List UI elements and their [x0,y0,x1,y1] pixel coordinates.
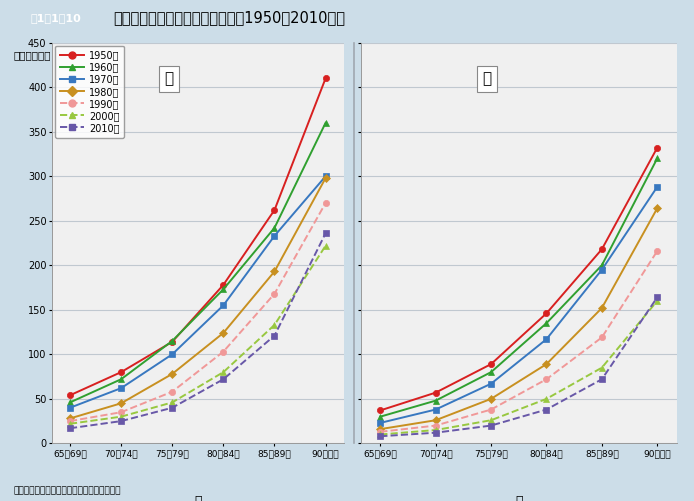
Text: 資料：厚生労働省「人口動態統計」より作成: 資料：厚生労働省「人口動態統計」より作成 [14,486,121,495]
Text: 男: 男 [194,495,201,501]
Text: 高齢者の性・年齢階級別死亡率（1950〜2010年）: 高齢者の性・年齢階級別死亡率（1950〜2010年） [113,11,346,26]
Text: 図1－1－10: 図1－1－10 [31,13,82,23]
Text: 女: 女 [482,71,492,86]
Text: （人口千対）: （人口千対） [14,50,51,60]
Text: 女: 女 [515,495,523,501]
Legend: 1950年, 1960年, 1970年, 1980年, 1990年, 2000年, 2010年: 1950年, 1960年, 1970年, 1980年, 1990年, 2000年… [55,46,124,138]
Text: 男: 男 [164,71,174,86]
